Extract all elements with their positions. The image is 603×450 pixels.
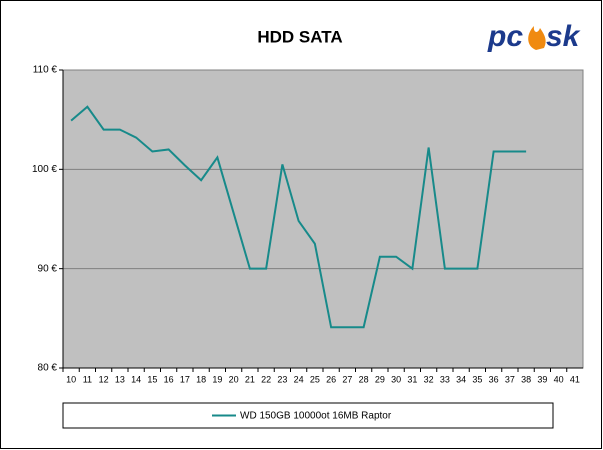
x-tick-label: 15 — [147, 374, 157, 384]
logo-text: sk — [546, 20, 581, 53]
x-tick-label: 17 — [180, 374, 190, 384]
plot-area — [62, 69, 584, 369]
x-tick-label: 39 — [537, 374, 547, 384]
y-tick-label: 110 € — [33, 65, 58, 76]
x-tick-label: 23 — [277, 374, 287, 384]
x-tick-label: 37 — [505, 374, 515, 384]
chart-title: HDD SATA — [257, 27, 342, 46]
x-tick-label: 24 — [294, 374, 304, 384]
x-tick-label: 26 — [326, 374, 336, 384]
x-tick-label: 27 — [342, 374, 352, 384]
x-tick-label: 13 — [115, 374, 125, 384]
y-tick-label: 80 € — [38, 363, 58, 374]
legend-label: WD 150GB 10000ot 16MB Raptor — [240, 411, 392, 422]
y-tick-label: 100 € — [32, 164, 57, 175]
x-tick-label: 10 — [66, 374, 76, 384]
x-tick-label: 41 — [570, 374, 580, 384]
x-tick-label: 19 — [212, 374, 222, 384]
x-tick-label: 34 — [456, 374, 466, 384]
x-tick-label: 18 — [196, 374, 206, 384]
x-tick-label: 31 — [407, 374, 417, 384]
x-tick-label: 29 — [375, 374, 385, 384]
y-tick-label: 90 € — [38, 263, 58, 274]
x-tick-label: 32 — [424, 374, 434, 384]
x-tick-label: 21 — [245, 374, 255, 384]
logo-text: pc — [487, 20, 523, 53]
logo-flame — [528, 26, 546, 50]
legend-box — [62, 402, 554, 429]
data-line — [70, 105, 527, 329]
x-tick-label: 16 — [164, 374, 174, 384]
x-tick-label: 28 — [359, 374, 369, 384]
x-tick-label: 14 — [131, 374, 141, 384]
logo: pc sk — [487, 20, 581, 53]
x-tick-label: 11 — [83, 374, 92, 384]
x-tick-label: 22 — [261, 374, 271, 384]
x-tick-label: 33 — [440, 374, 450, 384]
x-tick-label: 35 — [472, 374, 482, 384]
x-tick-label: 25 — [310, 374, 320, 384]
x-tick-label: 20 — [229, 374, 239, 384]
x-tick-label: 38 — [521, 374, 531, 384]
x-tick-label: 40 — [554, 374, 564, 384]
x-tick-label: 30 — [391, 374, 401, 384]
x-tick-label: 36 — [489, 374, 499, 384]
x-tick-label: 12 — [99, 374, 109, 384]
